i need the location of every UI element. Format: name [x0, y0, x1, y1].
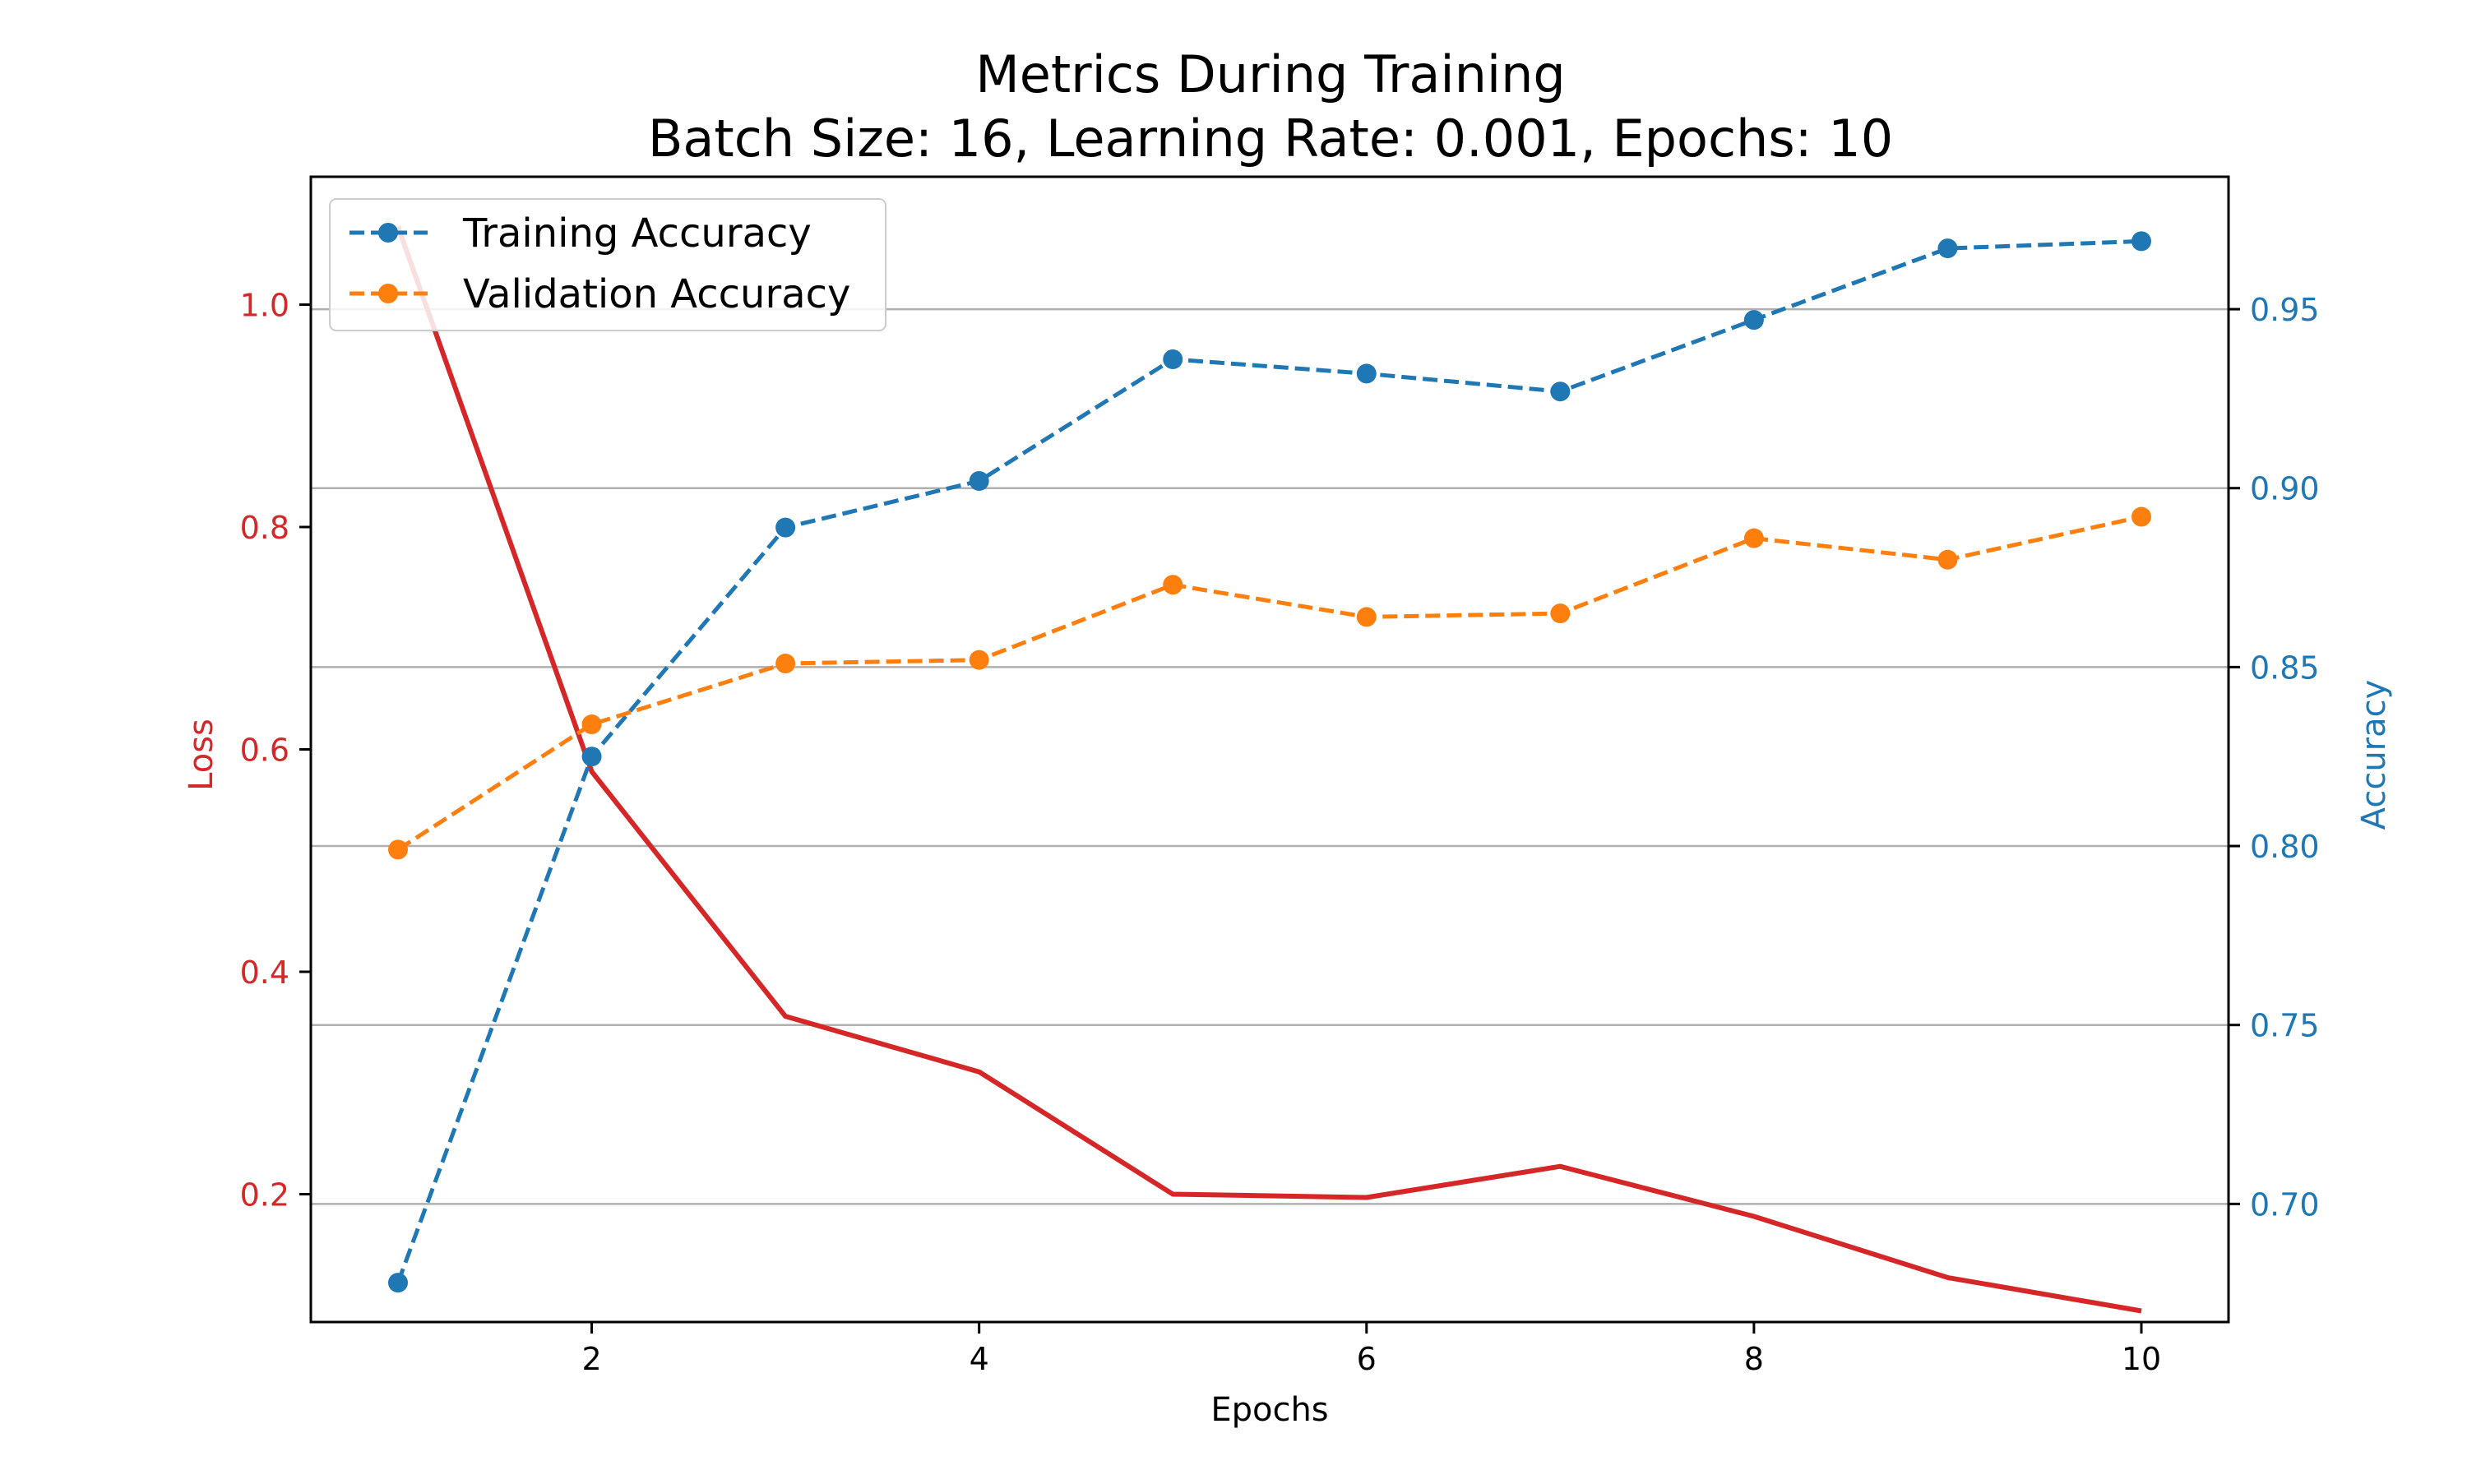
data-point: [1743, 528, 1764, 548]
legend-entry: Training Accuracy: [349, 210, 812, 257]
data-point: [2131, 231, 2151, 252]
legend-box: [329, 198, 886, 331]
data-point: [775, 654, 796, 674]
x-tick-label: 8: [1744, 1341, 1764, 1377]
data-point: [1550, 381, 1571, 402]
legend-label: Training Accuracy: [462, 210, 812, 257]
x-axis: 2 4 6 8 10: [581, 1322, 2161, 1377]
data-point: [1356, 363, 1377, 384]
x-axis-label: Epochs: [1210, 1391, 1328, 1429]
loss-series: [396, 225, 2142, 1314]
data-point: [581, 747, 602, 767]
data-point: [1937, 238, 1958, 259]
y-left-tick-label: 1.0: [240, 288, 289, 324]
series-layer: [388, 225, 2151, 1314]
legend-label: Validation Accuracy: [463, 271, 850, 317]
y-left-tick-label: 0.6: [240, 733, 289, 769]
data-point: [388, 839, 408, 860]
y-axis-right-label: Accuracy: [2355, 680, 2393, 830]
y-right-tick-label: 0.80: [2250, 829, 2320, 865]
data-point: [1937, 549, 1958, 570]
data-point: [388, 1273, 408, 1293]
x-tick-label: 6: [1357, 1341, 1377, 1377]
x-tick-label: 10: [2122, 1341, 2161, 1377]
legend-entry: Validation Accuracy: [349, 271, 850, 317]
legend-marker: [378, 284, 398, 303]
legend-marker: [378, 223, 398, 243]
y-left-tick-label: 0.4: [240, 955, 289, 991]
y-left-tick-label: 0.2: [240, 1177, 289, 1213]
x-tick-label: 4: [970, 1341, 989, 1377]
data-point: [581, 714, 602, 735]
y-axis-left: 0.2 0.4 0.6 0.8 1.0: [240, 288, 311, 1213]
data-point: [775, 517, 796, 538]
y-right-tick-label: 0.90: [2250, 471, 2320, 507]
training-accuracy-series: [388, 231, 2151, 1293]
data-point: [1163, 575, 1183, 595]
x-tick-label: 2: [581, 1341, 601, 1377]
data-point: [1163, 349, 1183, 370]
y-axis-right: 0.70 0.75 0.80 0.85 0.90 0.95: [2229, 292, 2320, 1223]
legend: Training Accuracy Validation Accuracy: [329, 198, 886, 331]
y-right-tick-label: 0.85: [2250, 650, 2320, 686]
y-right-tick-label: 0.95: [2250, 292, 2320, 328]
data-point: [969, 650, 989, 670]
data-point: [2131, 506, 2151, 527]
chart-subtitle: Batch Size: 16, Learning Rate: 0.001, Ep…: [648, 109, 1893, 169]
series-line: [396, 225, 2142, 1314]
data-point: [1550, 603, 1571, 624]
series-line: [396, 238, 2142, 1283]
series-line: [396, 515, 2142, 852]
data-point: [969, 471, 989, 492]
validation-accuracy-series: [388, 506, 2151, 860]
data-point: [1743, 310, 1764, 331]
y-left-tick-label: 0.8: [240, 510, 289, 546]
data-point: [1356, 607, 1377, 627]
chart-title: Metrics During Training: [975, 44, 1566, 104]
y-axis-left-label: Loss: [183, 719, 220, 791]
y-right-tick-label: 0.70: [2250, 1186, 2320, 1223]
y-right-tick-label: 0.75: [2250, 1008, 2320, 1044]
